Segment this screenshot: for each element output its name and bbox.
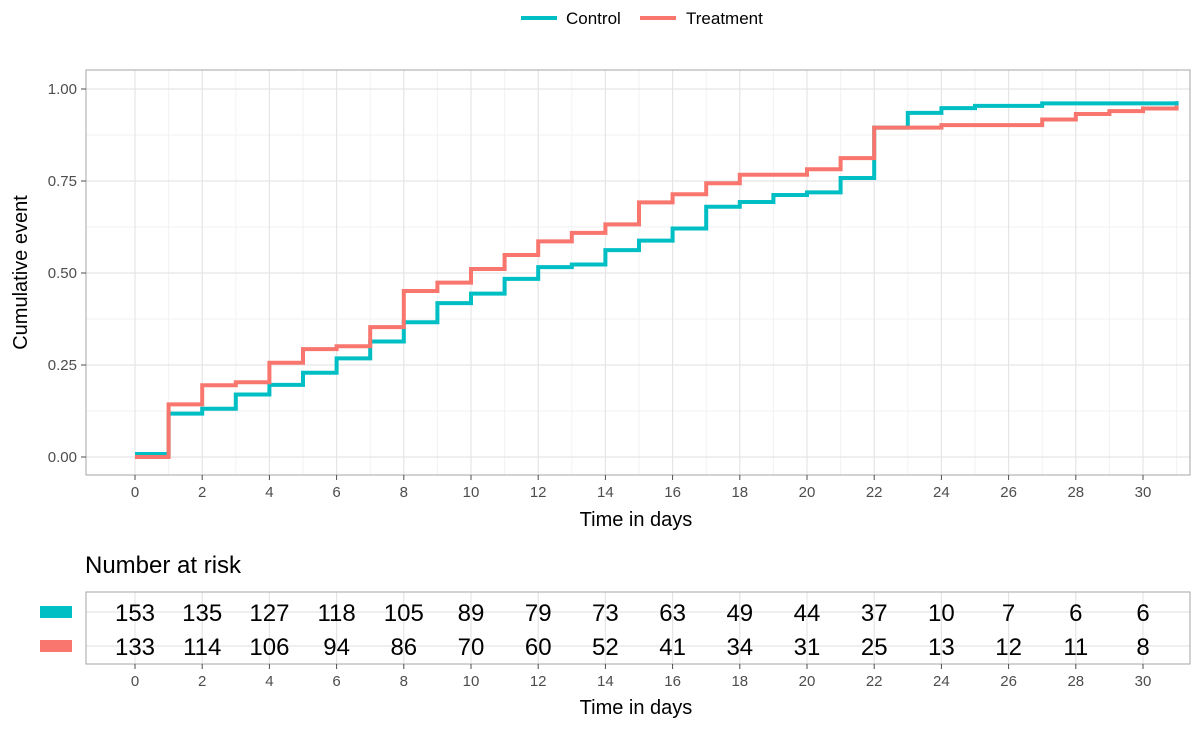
risk-value-control: 63 bbox=[659, 600, 686, 627]
risk-value-control: 105 bbox=[384, 600, 424, 627]
risk-value-control: 6 bbox=[1069, 600, 1082, 627]
risk-value-treatment: 106 bbox=[249, 634, 289, 661]
risk-value-treatment: 13 bbox=[928, 634, 955, 661]
x-tick-label: 4 bbox=[265, 484, 273, 501]
y-tick-label: 0.25 bbox=[48, 357, 77, 374]
risk-value-treatment: 12 bbox=[995, 634, 1022, 661]
risk-value-treatment: 133 bbox=[115, 634, 155, 661]
risk-x-tick-label: 10 bbox=[463, 673, 480, 690]
x-tick-label: 22 bbox=[866, 484, 883, 501]
series-lines bbox=[135, 101, 1179, 459]
risk-value-control: 6 bbox=[1136, 600, 1149, 627]
risk-value-control: 127 bbox=[249, 600, 289, 627]
risk-value-control: 37 bbox=[861, 600, 888, 627]
risk-x-tick-label: 26 bbox=[1000, 673, 1017, 690]
risk-value-treatment: 114 bbox=[183, 634, 221, 661]
x-tick-label: 8 bbox=[400, 484, 408, 501]
risk-value-treatment: 94 bbox=[323, 634, 350, 661]
risk-x-tick-label: 18 bbox=[731, 673, 748, 690]
risk-table-gridlines bbox=[86, 592, 1190, 664]
risk-x-axis-ticks: 0 2 4 6 8 10 12 14 16 18 20 22 24 26 28 30 bbox=[131, 664, 1152, 690]
main-plot-panel: 0.000.250.500.751.00 0 2 4 6 8 10 12 14 16 18 20 22… bbox=[48, 69, 1191, 501]
risk-value-treatment: 52 bbox=[592, 634, 619, 661]
risk-x-tick-label: 0 bbox=[131, 673, 139, 690]
x-axis-ticks: 0 2 4 6 8 10 12 14 16 18 20 22 24 26 28 30 bbox=[131, 475, 1152, 501]
risk-x-tick-label: 14 bbox=[597, 673, 614, 690]
risk-value-treatment: 60 bbox=[525, 634, 552, 661]
x-tick-label: 10 bbox=[463, 484, 480, 501]
risk-table-title: Number at risk bbox=[85, 552, 242, 579]
risk-x-tick-label: 2 bbox=[198, 673, 206, 690]
series-line-treatment bbox=[135, 105, 1179, 459]
x-tick-label: 12 bbox=[530, 484, 547, 501]
x-tick-label: 18 bbox=[731, 484, 748, 501]
risk-value-control: 49 bbox=[726, 600, 753, 627]
x-tick-label: 20 bbox=[799, 484, 816, 501]
risk-x-tick-label: 6 bbox=[332, 673, 340, 690]
risk-value-control: 7 bbox=[1002, 600, 1015, 627]
risk-x-tick-label: 12 bbox=[530, 673, 547, 690]
risk-value-control: 89 bbox=[458, 600, 485, 627]
risk-row-key-control bbox=[40, 606, 72, 618]
legend-label-treatment: Treatment bbox=[686, 9, 763, 28]
legend-label-control: Control bbox=[566, 9, 621, 28]
risk-value-control: 79 bbox=[525, 600, 552, 627]
risk-row-key-treatment bbox=[40, 640, 72, 652]
risk-value-control: 118 bbox=[317, 600, 355, 627]
y-axis-ticks: 0.00 0.25 0.50 0.75 1.00 bbox=[48, 81, 86, 466]
risk-value-treatment: 11 bbox=[1063, 634, 1088, 661]
risk-x-tick-label: 16 bbox=[664, 673, 681, 690]
x-tick-label: 24 bbox=[933, 484, 950, 501]
risk-value-treatment: 41 bbox=[659, 634, 686, 661]
x-tick-label: 2 bbox=[198, 484, 206, 501]
risk-value-treatment: 25 bbox=[861, 634, 888, 661]
risk-x-tick-label: 28 bbox=[1067, 673, 1084, 690]
risk-value-control: 153 bbox=[115, 600, 155, 627]
x-tick-label: 26 bbox=[1000, 484, 1017, 501]
risk-x-tick-label: 22 bbox=[866, 673, 883, 690]
y-axis-label: Cumulative event bbox=[10, 195, 32, 350]
y-tick-label: 1.00 bbox=[48, 81, 77, 98]
risk-x-tick-label: 20 bbox=[799, 673, 816, 690]
legend: Control Treatment bbox=[521, 9, 763, 28]
risk-value-control: 10 bbox=[928, 600, 955, 627]
x-tick-label: 28 bbox=[1067, 484, 1084, 501]
x-tick-label: 16 bbox=[664, 484, 681, 501]
major-gridlines bbox=[86, 70, 1190, 475]
x-tick-label: 30 bbox=[1135, 484, 1152, 501]
risk-value-control: 44 bbox=[794, 600, 821, 627]
y-tick-label: 0.50 bbox=[48, 265, 77, 282]
y-tick-label: 0.75 bbox=[48, 173, 77, 190]
risk-value-treatment: 86 bbox=[390, 634, 417, 661]
risk-x-tick-label: 24 bbox=[933, 673, 950, 690]
y-tick-label: 0.00 bbox=[48, 449, 77, 466]
risk-table-border bbox=[85, 591, 1191, 665]
risk-value-control: 135 bbox=[182, 600, 222, 627]
risk-value-treatment: 34 bbox=[726, 634, 753, 661]
risk-value-treatment: 31 bbox=[794, 634, 821, 661]
risk-x-tick-label: 8 bbox=[400, 673, 408, 690]
risk-value-treatment: 8 bbox=[1136, 634, 1149, 661]
risk-x-tick-label: 30 bbox=[1135, 673, 1152, 690]
x-tick-label: 6 bbox=[332, 484, 340, 501]
risk-x-tick-label: 4 bbox=[265, 673, 273, 690]
x-tick-label: 0 bbox=[131, 484, 139, 501]
x-tick-label: 14 bbox=[597, 484, 614, 501]
risk-value-treatment: 70 bbox=[458, 634, 485, 661]
series-line-control bbox=[135, 101, 1179, 457]
risk-value-control: 73 bbox=[592, 600, 619, 627]
risk-x-axis-label: Time in days bbox=[580, 697, 693, 719]
risk-table-keys bbox=[40, 606, 72, 652]
x-axis-label: Time in days bbox=[580, 509, 693, 531]
